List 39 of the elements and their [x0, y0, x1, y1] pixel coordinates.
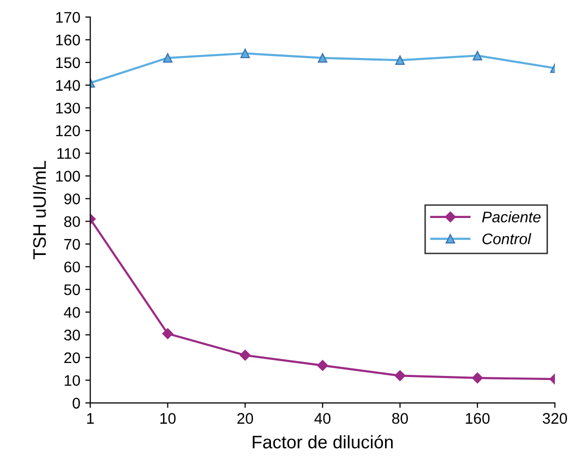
y-tick-label: 160 [56, 34, 80, 46]
point [240, 350, 251, 361]
point [317, 360, 328, 371]
x-tick-label: 40 [314, 413, 330, 424]
point [472, 50, 482, 60]
y-tick-label: 150 [56, 57, 80, 68]
y-tick-label: 20 [64, 352, 80, 364]
point [472, 372, 483, 384]
y-tick-label: 40 [64, 306, 80, 318]
x-tick-label: 20 [237, 413, 254, 424]
point [240, 48, 250, 58]
y-tick-label: 110 [57, 148, 80, 159]
y-tick-label: 80 [64, 216, 80, 228]
y-tick-label: 140 [56, 80, 80, 91]
y-tick-label: 60 [64, 262, 80, 272]
x-tick-label: 320 [542, 413, 568, 424]
y-tick-label: 100 [56, 170, 80, 182]
y-tick-label: 30 [64, 330, 80, 340]
y-tick-label: 130 [56, 102, 80, 114]
y-tick-label: 50 [64, 284, 80, 296]
x-tick-label: 1 [87, 413, 94, 424]
point [395, 55, 405, 65]
x-axis-title: Factor de dilución [252, 434, 393, 448]
y-tick-label: 70 [64, 238, 80, 250]
legend-label: Paciente [482, 211, 541, 222]
y-axis-title: TSH uUI/mL [32, 160, 46, 260]
y-tick-label: 90 [64, 194, 80, 204]
y-tick-label: 120 [56, 125, 80, 136]
y-tick-label: 170 [56, 12, 80, 23]
y-tick-label: 0 [72, 398, 80, 409]
x-tick-label: 80 [392, 413, 408, 424]
point [162, 53, 172, 63]
x-tick-label: 160 [466, 413, 490, 424]
point [162, 328, 174, 340]
point [318, 53, 328, 63]
point [394, 370, 406, 382]
x-tick-label: 10 [160, 413, 176, 424]
y-tick-label: 10 [64, 375, 80, 386]
legend-label: Control [482, 233, 532, 244]
